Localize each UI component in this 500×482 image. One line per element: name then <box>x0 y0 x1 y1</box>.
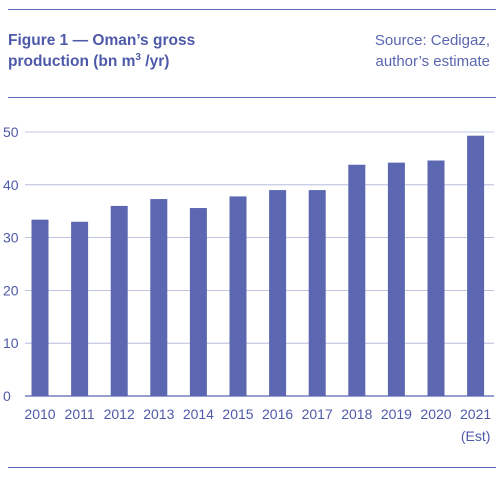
y-tick-label: 10 <box>3 335 19 351</box>
x-tick-label: 2015 <box>222 406 253 422</box>
bar <box>31 219 49 396</box>
bar <box>71 221 89 396</box>
source-note: Source: Cedigaz, author’s estimate <box>290 30 490 72</box>
x-tick-label: 2010 <box>24 406 55 422</box>
y-tick-label: 0 <box>3 388 11 404</box>
y-tick-label: 30 <box>3 230 19 246</box>
bar <box>467 135 485 397</box>
y-tick-label: 50 <box>3 124 19 140</box>
bar <box>150 199 168 396</box>
x-tick-label: 2014 <box>183 406 214 422</box>
bar <box>269 190 287 396</box>
x-tick-label: 2021 <box>460 406 491 422</box>
y-tick-label: 40 <box>3 177 19 193</box>
x-tick-label: 2011 <box>65 406 95 422</box>
x-tick-label: 2012 <box>104 406 135 422</box>
title-superscript: 3 <box>135 51 141 63</box>
bar <box>427 160 445 396</box>
bar <box>387 162 405 396</box>
x-tick-label: 2013 <box>143 406 174 422</box>
y-tick-label: 20 <box>3 282 19 298</box>
header-divider <box>8 97 496 98</box>
source-line-1: Source: Cedigaz, <box>374 32 490 49</box>
bottom-rule <box>8 467 496 468</box>
x-tick-label: 2019 <box>381 406 412 422</box>
x-tick-label: 2017 <box>302 406 333 422</box>
bar <box>229 196 247 396</box>
bar <box>348 164 366 396</box>
x-tick-label: 2018 <box>341 406 372 422</box>
chart-title: Figure 1 — Oman’s gross production (bn m… <box>8 32 196 70</box>
source-line-2: author’s estimate <box>375 53 490 70</box>
x-tick-sublabel: (Est) <box>461 428 491 444</box>
x-tick-label: 2020 <box>420 406 451 422</box>
bar <box>189 208 207 396</box>
x-tick-label: 2016 <box>262 406 293 422</box>
bar <box>110 205 128 396</box>
bar <box>308 190 326 396</box>
top-rule <box>8 9 496 11</box>
